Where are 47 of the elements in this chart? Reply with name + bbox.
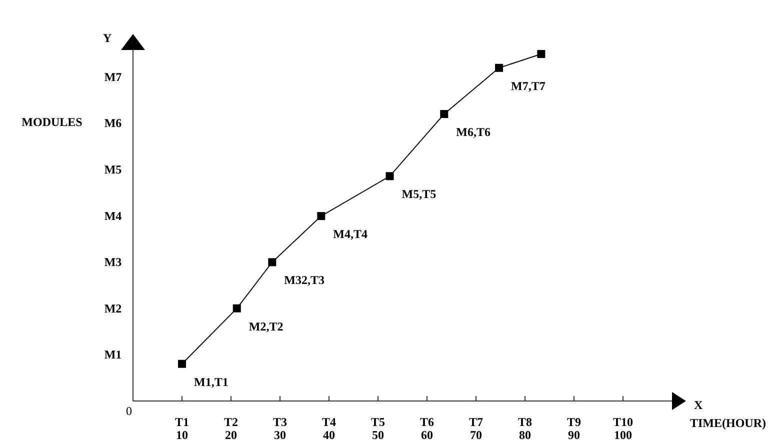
text: T10 [612, 415, 634, 429]
text: T9 [566, 415, 582, 429]
x-tick-label: 20 [225, 428, 237, 442]
point [386, 172, 394, 180]
point [268, 258, 276, 266]
x-tick-label: 30 [274, 428, 286, 442]
x-tick-label: 10 [176, 428, 188, 442]
text: T8 [518, 415, 532, 429]
point [232, 304, 241, 312]
text: T1 [174, 415, 190, 429]
x-tick-label: 100 [614, 428, 632, 442]
x-tick-label: 50 [372, 428, 384, 442]
x-tick-label: 40 [323, 428, 335, 442]
point [537, 50, 546, 58]
x-tick-label: 80 [519, 428, 531, 442]
x-tick-label: 70 [470, 428, 482, 442]
text: M2 [104, 301, 122, 316]
point [178, 360, 186, 368]
text: T3 [272, 415, 288, 429]
point [317, 212, 326, 220]
text: 0 [126, 404, 132, 418]
text: T6 [420, 415, 434, 429]
annotation: M4,T4 [333, 227, 368, 242]
x-tick-label: 60 [421, 428, 433, 442]
text: M3 [104, 255, 122, 270]
text: M6 [104, 116, 122, 130]
annotation: M6,T6 [456, 125, 490, 140]
text: T4 [322, 415, 336, 429]
point [440, 110, 448, 118]
text: X [694, 398, 703, 412]
annotation: M5,T5 [402, 187, 436, 202]
text: M4 [104, 208, 122, 223]
annotation: M32,T3 [284, 273, 325, 288]
text: T2 [224, 415, 238, 429]
text: M1 [104, 348, 122, 362]
x-tick-label: 90 [568, 428, 580, 442]
y-axis-title: MODULES [22, 115, 83, 129]
annotation: M1,T1 [194, 374, 228, 389]
text: M7 [104, 70, 122, 84]
text: T7 [468, 415, 484, 429]
annotation: M7,T7 [511, 78, 546, 93]
text: M5 [104, 162, 122, 176]
annotation: M2,T2 [248, 319, 284, 334]
point [495, 64, 504, 72]
x-axis-title: TIME(HOUR) [690, 416, 766, 430]
text: Y [103, 31, 112, 45]
text: T5 [370, 415, 386, 429]
